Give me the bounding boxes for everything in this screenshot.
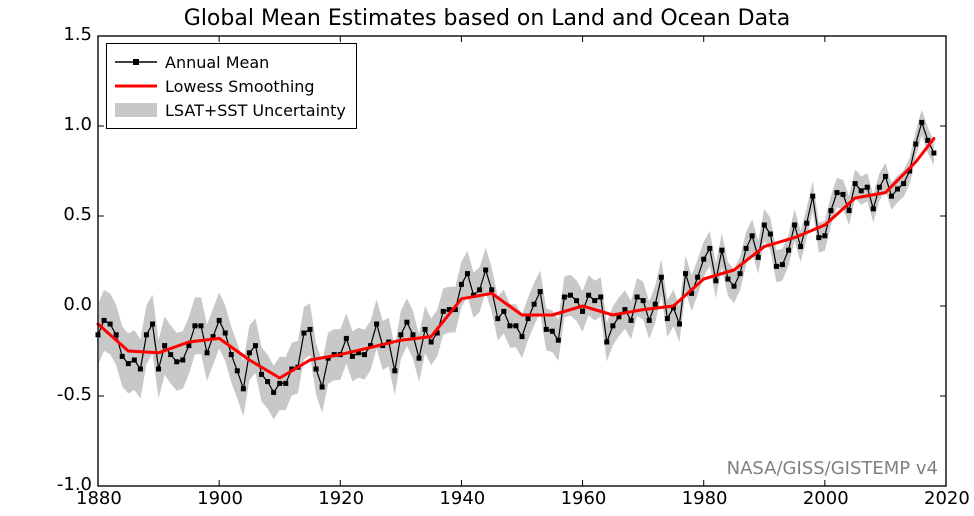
y-tick-label: -1.0 <box>57 474 92 495</box>
figure: Global Mean Estimates based on Land and … <box>0 0 974 516</box>
y-tick-label: 0.5 <box>63 204 92 225</box>
legend-swatch-lowess <box>115 76 157 96</box>
x-tick-label: 1920 <box>318 488 364 509</box>
legend: Annual Mean Lowess Smoothing LSAT+SST Un… <box>106 43 357 129</box>
x-tick-label: 2000 <box>803 488 849 509</box>
x-tick-label: 1900 <box>197 488 243 509</box>
x-tick-label: 1940 <box>439 488 485 509</box>
x-tick-label: 1960 <box>561 488 607 509</box>
x-tick-label: 1980 <box>682 488 728 509</box>
legend-item-annual: Annual Mean <box>115 50 346 74</box>
legend-label-lowess: Lowess Smoothing <box>165 77 315 96</box>
y-tick-label: 0.0 <box>63 294 92 315</box>
legend-swatch-annual <box>115 52 157 72</box>
legend-item-uncertainty: LSAT+SST Uncertainty <box>115 98 346 122</box>
attribution-text: NASA/GISS/GISTEMP v4 <box>727 458 938 479</box>
y-tick-label: -0.5 <box>57 384 92 405</box>
legend-label-uncertainty: LSAT+SST Uncertainty <box>165 101 346 120</box>
y-tick-label: 1.5 <box>63 24 92 45</box>
legend-swatch-uncertainty <box>115 100 157 120</box>
y-tick-label: 1.0 <box>63 114 92 135</box>
legend-item-lowess: Lowess Smoothing <box>115 74 346 98</box>
legend-label-annual: Annual Mean <box>165 53 269 72</box>
x-tick-label: 2020 <box>924 488 970 509</box>
